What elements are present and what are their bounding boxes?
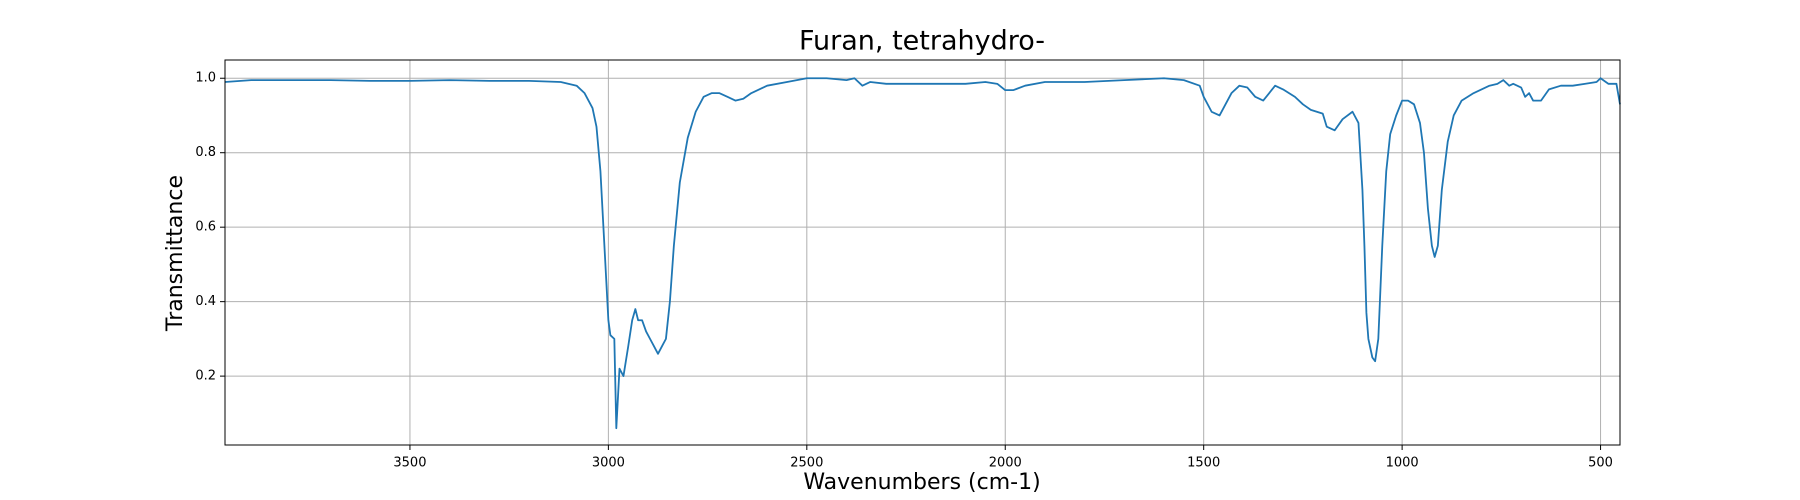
y-tick-label: 0.6	[195, 220, 216, 235]
y-tick-label: 1.0	[195, 71, 216, 86]
y-axis-label: Transmittance	[163, 175, 188, 332]
x-tick-label: 3000	[592, 456, 625, 471]
x-tick-label: 1000	[1386, 456, 1419, 471]
spectrum-line	[224, 77, 1621, 430]
y-tick-label: 0.4	[195, 294, 216, 309]
plot-frame	[224, 59, 1621, 446]
x-tick-label: 3500	[393, 456, 426, 471]
y-tick-label: 0.8	[195, 145, 216, 160]
x-tick-label: 500	[1588, 456, 1613, 471]
chart-title: Furan, tetrahydro-	[799, 26, 1045, 57]
x-tick-label: 1500	[1187, 456, 1220, 471]
y-tick-label: 0.2	[195, 369, 216, 384]
x-axis-label: Wavenumbers (cm-1)	[803, 470, 1040, 495]
x-tick-label: 2500	[790, 456, 823, 471]
x-tick-label: 2000	[989, 456, 1022, 471]
